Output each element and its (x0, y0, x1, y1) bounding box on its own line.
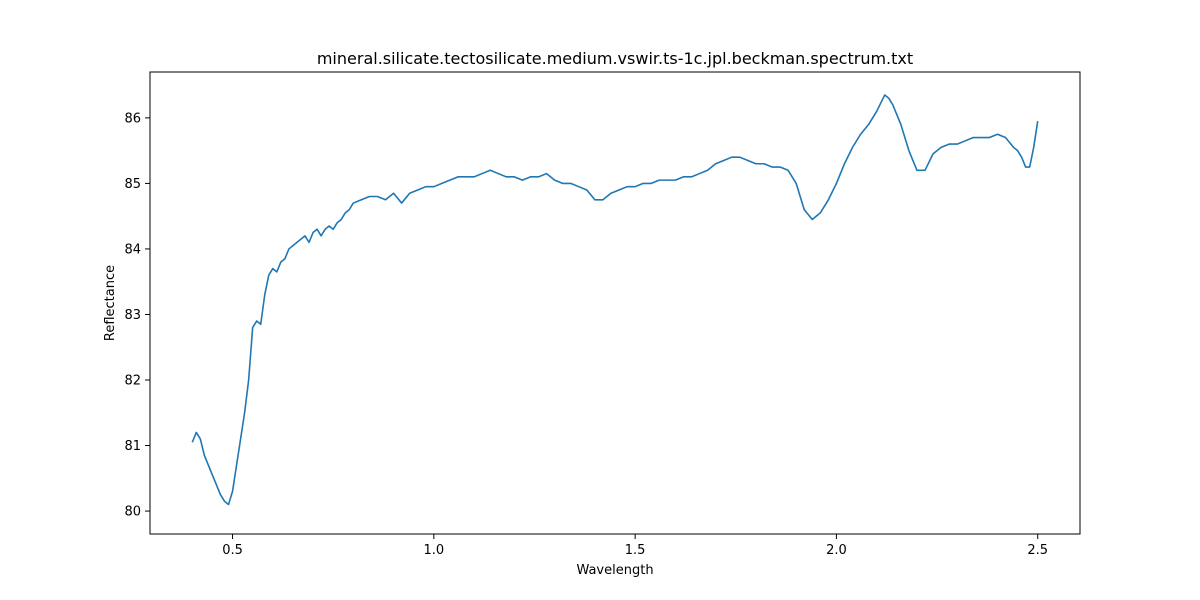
plot-frame (149, 71, 1081, 535)
y-tick-label: 81 (124, 439, 141, 454)
x-axis: 0.5 1.0 1.5 2.0 2.5 (222, 534, 1048, 558)
x-tick-label: 2.0 (826, 543, 847, 558)
y-tick-label: 85 (124, 177, 141, 192)
x-tick-label: 1.0 (423, 543, 444, 558)
y-tick-label: 84 (124, 242, 141, 257)
y-tick-label: 86 (124, 111, 141, 126)
x-axis-title: Wavelength (576, 563, 653, 578)
plot-area (191, 94, 1039, 506)
y-tick-label: 83 (124, 308, 141, 323)
y-tick-label: 80 (124, 505, 141, 520)
series-line-0 (191, 94, 1039, 506)
x-tick-label: 1.5 (625, 543, 646, 558)
y-tick-label: 82 (124, 374, 141, 389)
chart-title: mineral.silicate.tectosilicate.medium.vs… (317, 49, 913, 68)
y-axis-title: Reflectance (103, 265, 118, 341)
y-axis: 80 81 82 83 84 85 86 (124, 111, 150, 520)
x-tick-label: 0.5 (222, 543, 243, 558)
x-tick-label: 2.5 (1027, 543, 1048, 558)
